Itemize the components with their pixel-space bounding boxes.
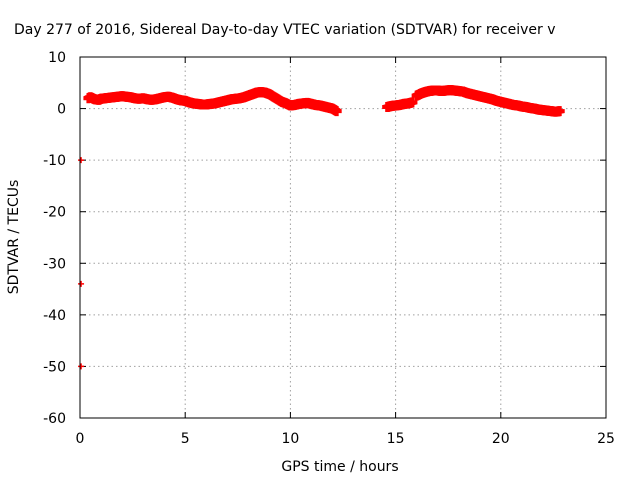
- y-tick-label: -30: [43, 256, 66, 272]
- x-tick-label: 20: [492, 431, 510, 447]
- data-point: [78, 280, 85, 287]
- data-point: [78, 363, 85, 370]
- x-tick-label: 0: [76, 431, 85, 447]
- data-point: [78, 157, 85, 164]
- y-tick-label: -40: [43, 308, 66, 324]
- x-tick-label: 25: [597, 431, 615, 447]
- y-tick-label: -10: [43, 153, 66, 169]
- x-axis-label: GPS time / hours: [281, 459, 398, 475]
- grid: [80, 57, 606, 418]
- y-tick-label: -20: [43, 205, 66, 221]
- y-tick-label: -60: [43, 411, 66, 427]
- chart-title: Day 277 of 2016, Sidereal Day-to-day VTE…: [14, 22, 556, 38]
- data-point: [331, 106, 342, 117]
- y-axis-label: SDTVAR / TECUs: [6, 180, 22, 295]
- x-tick-label: 5: [181, 431, 190, 447]
- y-tick-label: 0: [57, 102, 66, 118]
- y-tick-label: 10: [48, 50, 66, 66]
- y-tick-label: -50: [43, 359, 66, 375]
- data-points: [78, 85, 565, 370]
- tick-labels: 0 5 10 15 20 25 10 0 -10 -20 -30 -40 -50 -60: [43, 50, 615, 447]
- data-point: [554, 106, 565, 117]
- x-tick-label: 10: [281, 431, 299, 447]
- data-point: [407, 97, 418, 108]
- x-tick-label: 15: [387, 431, 405, 447]
- plot-frame: [79, 56, 607, 419]
